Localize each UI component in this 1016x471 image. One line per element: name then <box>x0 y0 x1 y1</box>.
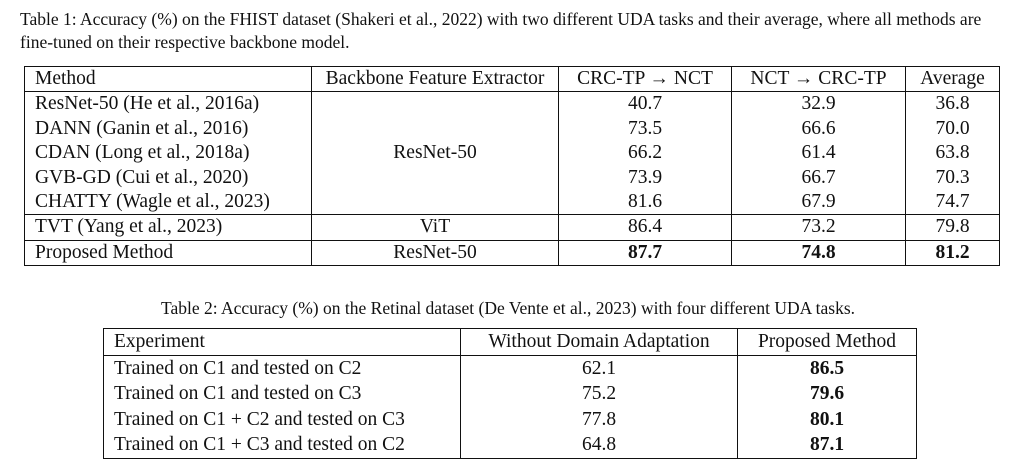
best-average-cell: 81.2 <box>905 239 1000 266</box>
best-score-cell: 87.1 <box>809 434 845 455</box>
method-cell: Proposed Method <box>24 239 312 266</box>
best-score-cell: 74.8 <box>731 239 906 266</box>
header-experiment: Experiment <box>103 328 461 356</box>
header-method: Method <box>24 66 312 93</box>
average-cell: 79.8 <box>905 214 1000 241</box>
average-cell: 63.8 <box>935 142 970 164</box>
method-cell: GVB-GD (Cui et al., 2020) <box>24 165 312 191</box>
experiment-cell: Trained on C1 and tested on C3 <box>103 381 461 407</box>
best-score-cell: 80.1 <box>809 408 845 430</box>
score-cell: 77.8 <box>460 406 738 432</box>
table-header-row: Experiment Without Domain Adaptation Pro… <box>103 328 917 356</box>
table-row: ResNet-50 (He et al., 2016a) ResNet-50 4… <box>24 91 1000 215</box>
fhist-accuracy-table: Method Backbone Feature Extractor CRC-TP… <box>24 66 1000 267</box>
table-row: Trained on C1 + C2 and tested on C3 77.8… <box>103 406 917 432</box>
score-cell: 66.7 <box>731 165 906 191</box>
average-cell: 70.3 <box>935 166 970 188</box>
table-row: CDAN (Long et al., 2018a) 66.2 61.4 63.8 <box>24 141 1000 166</box>
proposed-method-row: Proposed Method ResNet-50 87.7 74.8 81.2 <box>24 239 1000 266</box>
backbone-cell: ViT <box>311 214 559 241</box>
score-cell: 73.9 <box>558 165 732 191</box>
score-cell: 66.6 <box>731 116 906 142</box>
score-cell: 86.4 <box>558 214 732 241</box>
score-cell: 32.9 <box>731 91 906 117</box>
method-cell: TVT (Yang et al., 2023) <box>24 214 312 241</box>
method-cell: CHATTY (Wagle et al., 2023) <box>24 190 312 215</box>
header-backbone: Backbone Feature Extractor <box>311 66 559 93</box>
score-cell: 75.2 <box>460 381 738 407</box>
table-header-row: Method Backbone Feature Extractor CRC-TP… <box>24 66 1000 93</box>
method-cell: CDAN (Long et al., 2018a) <box>24 141 312 166</box>
score-cell: 81.6 <box>558 190 732 215</box>
table-row: CHATTY (Wagle et al., 2023) 81.6 67.9 74… <box>24 190 1000 215</box>
average-cell: 70.0 <box>935 117 970 139</box>
backbone-cell: ResNet-50 <box>311 239 559 266</box>
score-cell: 64.8 <box>460 432 738 458</box>
score-cell: 73.2 <box>731 214 906 241</box>
table-row: TVT (Yang et al., 2023) ViT 86.4 73.2 79… <box>24 214 1000 241</box>
header-crctp-to-nct: CRC-TP → NCT <box>558 66 732 93</box>
score-cell: 66.2 <box>558 141 732 166</box>
method-cell: ResNet-50 (He et al., 2016a) <box>24 91 312 117</box>
header-nct-to-crctp: NCT → CRC-TP <box>731 66 906 93</box>
score-cell: 61.4 <box>731 141 906 166</box>
table-row: Trained on C1 and tested on C2 62.1 86.5 <box>103 355 917 381</box>
header-proposed: Proposed Method <box>737 328 917 356</box>
table-row: Trained on C1 and tested on C3 75.2 79.6 <box>103 381 917 407</box>
header-without-da: Without Domain Adaptation <box>460 328 738 356</box>
experiment-cell: Trained on C1 and tested on C2 <box>103 355 461 381</box>
table1-caption: Table 1: Accuracy (%) on the FHIST datas… <box>20 9 982 52</box>
best-score-cell: 86.5 <box>809 357 845 379</box>
score-cell: 62.1 <box>460 355 738 381</box>
table-row: GVB-GD (Cui et al., 2020) 73.9 66.7 70.3 <box>24 165 1000 191</box>
best-score-cell: 79.6 <box>809 383 845 404</box>
score-cell: 67.9 <box>731 190 906 215</box>
method-cell: DANN (Ganin et al., 2016) <box>24 116 312 142</box>
table-row: Trained on C1 + C3 and tested on C2 64.8… <box>103 432 917 458</box>
score-cell: 73.5 <box>558 116 732 142</box>
retinal-accuracy-table: Experiment Without Domain Adaptation Pro… <box>103 328 917 459</box>
score-cell: 40.7 <box>558 91 732 117</box>
header-average: Average <box>905 66 1000 93</box>
backbone-cell: ResNet-50 <box>311 91 559 215</box>
best-score-cell: 87.7 <box>558 239 732 266</box>
average-cell: 36.8 <box>935 93 970 115</box>
table-row: DANN (Ganin et al., 2016) 73.5 66.6 70.0 <box>24 116 1000 142</box>
table2-caption: Table 2: Accuracy (%) on the Retinal dat… <box>160 298 856 318</box>
experiment-cell: Trained on C1 + C2 and tested on C3 <box>103 406 461 432</box>
average-cell: 74.7 <box>935 191 970 213</box>
experiment-cell: Trained on C1 + C3 and tested on C2 <box>103 432 461 458</box>
